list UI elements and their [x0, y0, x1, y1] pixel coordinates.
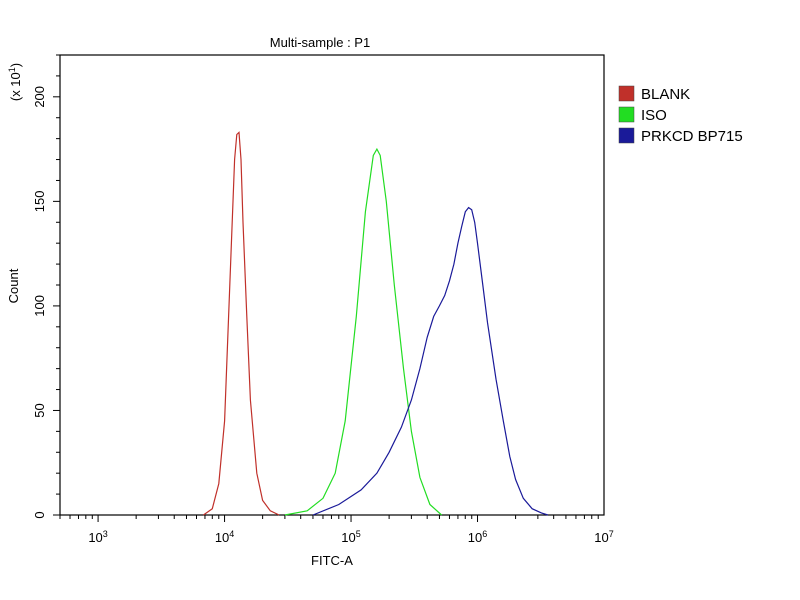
y-tick-label: 0 — [32, 511, 47, 518]
legend-item: PRKCD BP715 — [618, 127, 743, 145]
x-axis-label: FITC-A — [311, 553, 353, 568]
legend-swatch — [618, 127, 635, 144]
y-axis-label: Count — [6, 268, 21, 303]
y-tick-label: 50 — [32, 403, 47, 417]
x-tick-label: 107 — [594, 529, 613, 545]
x-tick-label: 105 — [341, 529, 360, 545]
legend-label: PRKCD BP715 — [641, 128, 743, 145]
legend-label: ISO — [641, 107, 667, 124]
x-tick-label: 103 — [88, 529, 107, 545]
series-line-prkcd-bp715 — [312, 206, 549, 516]
legend-swatch — [618, 106, 635, 123]
series-lines — [203, 131, 549, 516]
legend: BLANK ISO PRKCD BP715 — [618, 85, 743, 145]
plot-frame — [59, 54, 605, 516]
y-tick-label: 100 — [32, 295, 47, 317]
y-multiplier-label: (x 101) — [7, 63, 23, 101]
y-tick-label: 150 — [32, 191, 47, 213]
x-tick-label: 106 — [468, 529, 487, 545]
y-tick-label: 200 — [32, 86, 47, 108]
legend-swatch — [618, 85, 635, 102]
series-line-blank — [203, 131, 280, 516]
y-axis: 0 50 100 150 200 — [32, 54, 60, 519]
series-line-iso — [284, 147, 443, 516]
legend-label: BLANK — [641, 86, 690, 103]
legend-item: BLANK — [618, 85, 690, 103]
x-axis: 103 104 105 106 107 — [59, 515, 614, 545]
legend-item: ISO — [618, 106, 667, 124]
x-tick-label: 104 — [215, 529, 234, 545]
chart-title: Multi-sample : P1 — [270, 35, 370, 50]
